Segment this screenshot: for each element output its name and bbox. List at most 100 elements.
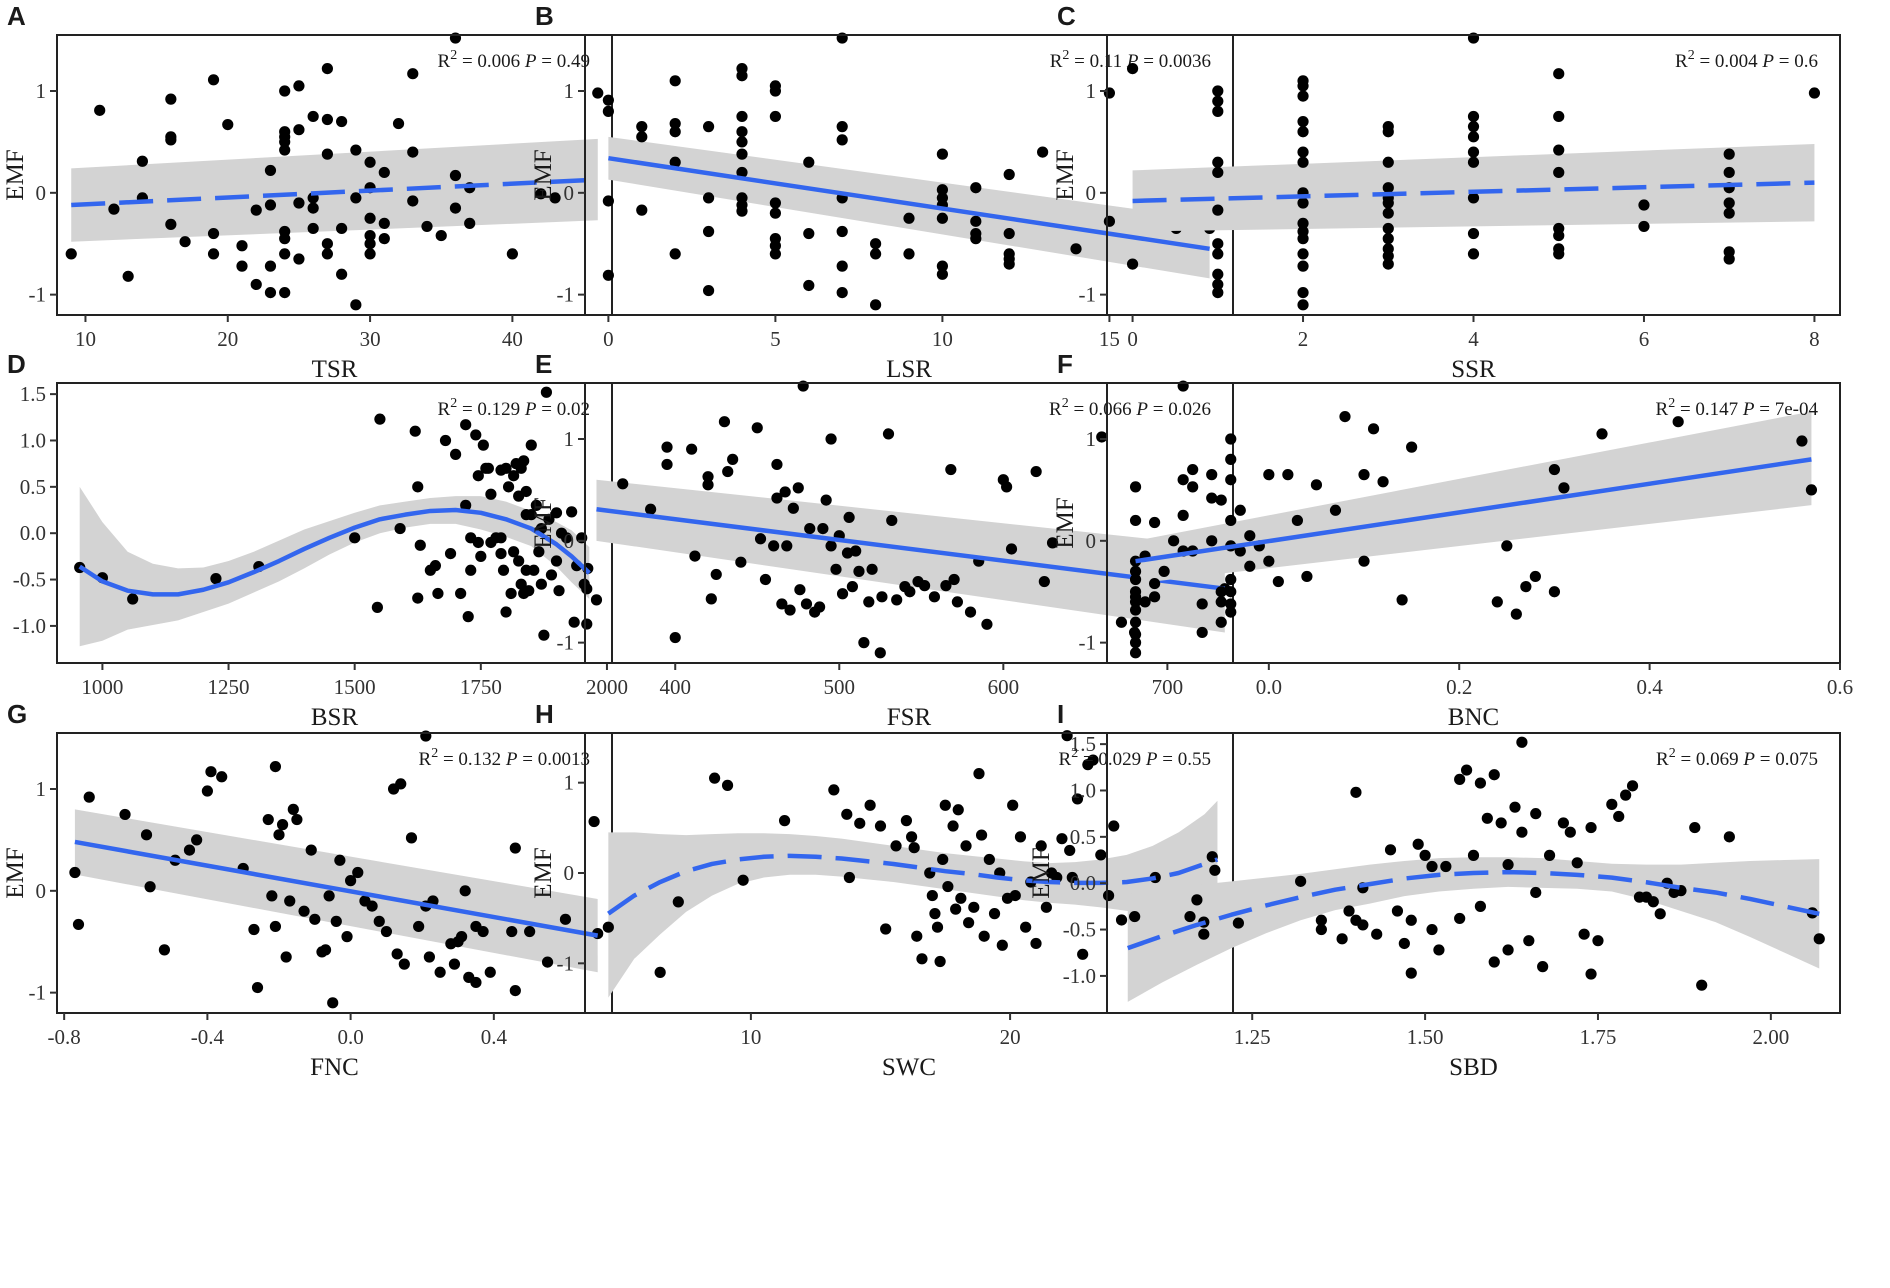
data-point bbox=[266, 890, 278, 902]
data-point bbox=[1723, 253, 1735, 265]
data-point bbox=[1077, 948, 1089, 960]
data-point bbox=[825, 433, 837, 445]
data-point bbox=[72, 918, 85, 931]
data-point bbox=[250, 278, 262, 291]
data-point bbox=[1001, 481, 1013, 493]
data-point bbox=[336, 268, 348, 280]
data-point bbox=[475, 550, 487, 562]
data-point bbox=[702, 471, 714, 483]
data-point bbox=[843, 871, 855, 884]
data-point bbox=[1007, 799, 1019, 811]
data-point bbox=[1212, 287, 1224, 299]
data-point bbox=[588, 815, 600, 828]
y-axis-title: EMF bbox=[2, 847, 29, 898]
x-tick-label: 2.00 bbox=[1752, 1025, 1789, 1049]
data-point bbox=[973, 768, 985, 780]
data-point bbox=[836, 225, 848, 238]
data-point bbox=[502, 481, 515, 493]
data-point bbox=[222, 119, 234, 131]
data-point bbox=[937, 853, 949, 866]
data-point bbox=[768, 540, 780, 552]
data-point bbox=[405, 832, 418, 844]
data-point bbox=[1382, 126, 1394, 138]
data-point bbox=[970, 215, 982, 227]
data-point bbox=[936, 268, 949, 280]
data-point bbox=[1805, 484, 1818, 496]
data-point bbox=[374, 413, 386, 425]
data-point bbox=[421, 220, 433, 233]
x-tick-label: 10 bbox=[932, 327, 953, 351]
data-point bbox=[1184, 910, 1196, 923]
data-point bbox=[207, 74, 220, 86]
data-point bbox=[803, 279, 815, 292]
data-point bbox=[364, 229, 376, 242]
data-point bbox=[136, 155, 148, 167]
data-point bbox=[533, 546, 545, 558]
data-point bbox=[262, 813, 274, 826]
y-tick-label: -1 bbox=[1079, 283, 1097, 307]
data-point bbox=[792, 482, 804, 494]
data-point bbox=[960, 840, 972, 852]
data-point bbox=[1212, 278, 1224, 291]
x-tick-label: 0.4 bbox=[481, 1025, 508, 1049]
data-point bbox=[804, 523, 816, 535]
y-tick-label: 1 bbox=[1086, 427, 1097, 451]
data-point bbox=[754, 533, 767, 545]
data-point bbox=[1066, 871, 1078, 884]
data-point bbox=[905, 831, 918, 843]
data-point bbox=[435, 229, 447, 242]
data-point bbox=[1232, 917, 1244, 929]
data-point bbox=[1358, 555, 1370, 567]
data-point bbox=[236, 240, 248, 252]
data-point bbox=[863, 596, 875, 608]
data-point bbox=[981, 618, 993, 630]
data-point bbox=[485, 488, 497, 500]
data-point bbox=[1613, 810, 1625, 823]
data-point bbox=[843, 511, 855, 523]
data-point bbox=[429, 560, 442, 572]
data-point bbox=[298, 905, 310, 917]
data-point bbox=[264, 287, 277, 299]
stats-annotation: R2 = 0.129 P = 0.02 bbox=[438, 396, 590, 420]
data-point bbox=[336, 115, 348, 128]
x-tick-label: 0.2 bbox=[1446, 675, 1472, 699]
data-point bbox=[952, 804, 964, 816]
data-point bbox=[1030, 937, 1042, 950]
fit-line bbox=[607, 853, 1219, 916]
data-point bbox=[269, 761, 282, 773]
data-point bbox=[1209, 864, 1221, 876]
data-point bbox=[69, 866, 81, 879]
data-point bbox=[1115, 616, 1128, 628]
data-point bbox=[407, 195, 419, 207]
data-point bbox=[505, 587, 517, 600]
data-point bbox=[373, 915, 385, 927]
data-point bbox=[903, 212, 915, 224]
data-point bbox=[1626, 780, 1639, 792]
data-point bbox=[1382, 182, 1394, 194]
data-point bbox=[1234, 545, 1246, 557]
fit-line bbox=[74, 839, 599, 938]
fit-line bbox=[608, 155, 1210, 252]
data-point bbox=[850, 545, 862, 557]
data-point bbox=[1426, 923, 1438, 936]
data-point bbox=[1382, 258, 1394, 270]
data-point bbox=[273, 829, 285, 841]
data-point bbox=[964, 606, 977, 618]
data-point bbox=[769, 110, 781, 123]
data-point bbox=[854, 817, 866, 829]
data-point bbox=[970, 182, 982, 194]
data-point bbox=[1177, 509, 1189, 521]
data-point bbox=[1196, 626, 1208, 639]
data-point bbox=[710, 568, 722, 581]
data-point bbox=[951, 596, 963, 608]
data-point bbox=[1371, 928, 1383, 940]
data-point bbox=[434, 966, 446, 978]
y-tick-label: 1 bbox=[564, 79, 575, 103]
data-point bbox=[1103, 215, 1116, 227]
data-point bbox=[781, 540, 793, 552]
data-point bbox=[559, 913, 572, 925]
data-point bbox=[1129, 628, 1142, 641]
data-point bbox=[323, 890, 335, 902]
data-point bbox=[205, 766, 217, 778]
y-axis-title: EMF bbox=[530, 149, 557, 200]
